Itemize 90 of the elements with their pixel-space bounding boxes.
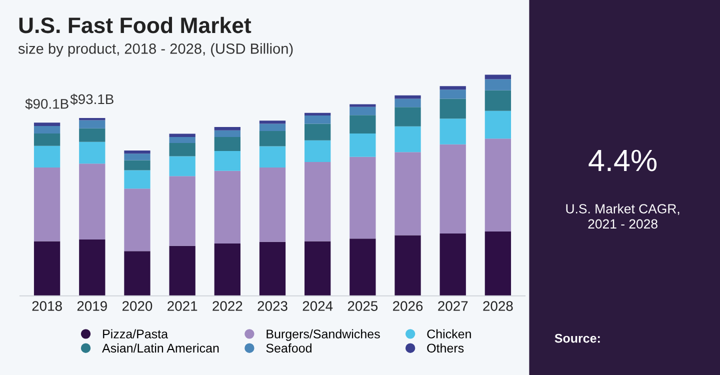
x-tick-label: 2024: [302, 301, 333, 311]
bar: [350, 156, 376, 239]
bar: [214, 150, 240, 171]
bar: [79, 128, 106, 142]
x-tick-label: 2026: [393, 301, 423, 311]
bar: [394, 152, 421, 236]
bar: [484, 90, 512, 111]
bar: [484, 110, 512, 139]
bar: [169, 142, 196, 156]
annotation: $93.1B: [70, 94, 114, 105]
chart-title: U.S. Fast Food Market: [19, 16, 252, 34]
x-tick-label: 2023: [258, 301, 288, 311]
text: U.S. Market CAGR, 2021 - 2028: [566, 204, 680, 229]
x-tick-label: 2028: [483, 301, 513, 311]
bar: [169, 246, 196, 296]
bar: [79, 142, 106, 164]
bar: [484, 74, 512, 80]
bar: [124, 160, 150, 170]
bar: [124, 170, 150, 189]
x-tick-label: 2021: [168, 301, 198, 311]
bar: [304, 162, 331, 242]
bar: [440, 90, 466, 99]
x-tick-label: 2027: [438, 301, 468, 311]
bar: [214, 137, 240, 151]
bar: [214, 170, 240, 244]
bar: [169, 134, 196, 138]
bar: [259, 168, 286, 242]
bar: [79, 164, 106, 240]
bar: [124, 154, 150, 160]
bar: [304, 112, 331, 116]
bar: [34, 241, 60, 296]
bar: [484, 79, 512, 90]
text: 4.4%: [588, 150, 657, 172]
bar: [259, 131, 286, 146]
bar: [304, 241, 331, 296]
bar: [304, 116, 331, 124]
bar: [484, 138, 512, 232]
bar: [124, 188, 150, 252]
annotation: $90.1B: [25, 98, 68, 110]
bar: [169, 156, 196, 176]
bar: [34, 146, 60, 168]
bar: [79, 239, 106, 296]
bar: [350, 238, 376, 296]
bar: [79, 120, 106, 128]
bar: [79, 118, 106, 120]
legend-label: Others: [427, 343, 464, 353]
bar: [304, 140, 331, 162]
bar: [214, 243, 240, 296]
bar: [304, 124, 331, 140]
bar: [34, 122, 60, 126]
legend-label: Seafood: [266, 343, 312, 353]
bar: [394, 126, 421, 152]
x-tick-label: 2020: [122, 301, 152, 311]
bar: [214, 130, 240, 138]
bar: [440, 144, 466, 234]
x-tick-label: 2018: [32, 301, 62, 311]
legend-label: Chicken: [427, 329, 471, 338]
source-note: Source:: [554, 334, 600, 343]
chart-subtitle: size by product, 2018 - 2028, (USD Billion): [18, 43, 293, 57]
bar: [259, 146, 286, 168]
bar: [394, 98, 421, 108]
bar: [259, 124, 286, 132]
bar: [350, 106, 376, 116]
bar: [259, 242, 286, 296]
bar: [124, 251, 150, 296]
x-tick-label: 2019: [77, 301, 107, 311]
bar: [34, 126, 60, 134]
bar: [350, 104, 376, 107]
bar: [34, 168, 60, 242]
bar: [169, 137, 196, 143]
bar: [440, 118, 466, 144]
bar: [440, 86, 466, 90]
bar: [350, 115, 376, 134]
bar: [350, 133, 376, 157]
legend-label: Asian/Latin American: [102, 343, 219, 353]
x-tick-label: 2025: [348, 301, 378, 311]
bar: [440, 233, 466, 296]
legend-label: Pizza/Pasta: [103, 329, 168, 338]
bar: [484, 231, 512, 296]
legend-label: Burgers/Sandwiches: [266, 329, 380, 341]
bar: [34, 133, 60, 146]
bar: [169, 176, 196, 246]
bar: [394, 95, 421, 99]
x-tick-label: 2022: [212, 301, 242, 311]
bar: [440, 98, 466, 119]
bar: [124, 150, 150, 154]
bar: [394, 107, 421, 126]
bar: [214, 127, 240, 130]
bar: [259, 120, 286, 124]
bar: [394, 235, 421, 296]
